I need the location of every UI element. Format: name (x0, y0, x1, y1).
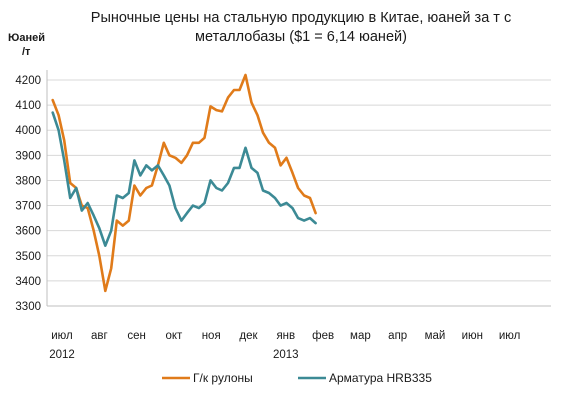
y-tick-label: 3800 (15, 175, 41, 187)
y-axis-ticks: 3300 3400 3500 3600 3700 3800 3900 4000 4100 4200 (15, 75, 41, 313)
y-tick-label: 3900 (15, 150, 41, 162)
y-tick-label: 3300 (15, 301, 41, 313)
y-tick-label: 3500 (15, 251, 41, 263)
y-tick-label: 4000 (15, 125, 41, 137)
chart-title-line-1: Рыночные цены на стальную продукцию в Ки… (91, 10, 511, 26)
x-tick-label: сен (127, 330, 146, 342)
series-lines (51, 73, 317, 293)
x-tick-label: авг (91, 330, 108, 342)
series-line-0 (51, 73, 317, 293)
x-tick-year: 2012 (49, 349, 75, 361)
y-tick-label: 3400 (15, 276, 41, 288)
legend-label-0: Г/к рулоны (193, 371, 253, 385)
x-tick-label: янв (276, 330, 295, 342)
y-tick-label: 4200 (15, 75, 41, 87)
x-tick-label: май (425, 330, 446, 342)
y-tick-label: 4100 (15, 100, 41, 112)
x-tick-label: июл (499, 330, 521, 342)
series-line-1 (51, 111, 317, 247)
x-tick-year: 2013 (273, 349, 299, 361)
y-tick-label: 3600 (15, 226, 41, 238)
legend: Г/к рулоны Арматура HRB335 (162, 371, 432, 385)
x-axis-ticks: июл 2012 авг сен окт ноя дек янв 2013 фев мар апр ма… (49, 330, 520, 361)
x-tick-label: окт (165, 330, 183, 342)
x-tick-label: фев (312, 330, 334, 342)
x-tick-label: мар (350, 330, 371, 342)
x-tick-label: дек (239, 330, 258, 342)
legend-label-1: Арматура HRB335 (329, 371, 432, 385)
chart-title-line-2: металлобазы ($1 = 6,14 юаней) (195, 29, 407, 45)
y-axis-label-line-2: /т (22, 46, 31, 58)
x-tick-label: июл (51, 330, 73, 342)
x-tick-label: июн (462, 330, 483, 342)
x-tick-label: ноя (202, 330, 221, 342)
y-axis-label-line-1: Юаней (8, 32, 45, 44)
y-tick-label: 3700 (15, 201, 41, 213)
x-tick-label: апр (388, 330, 407, 342)
